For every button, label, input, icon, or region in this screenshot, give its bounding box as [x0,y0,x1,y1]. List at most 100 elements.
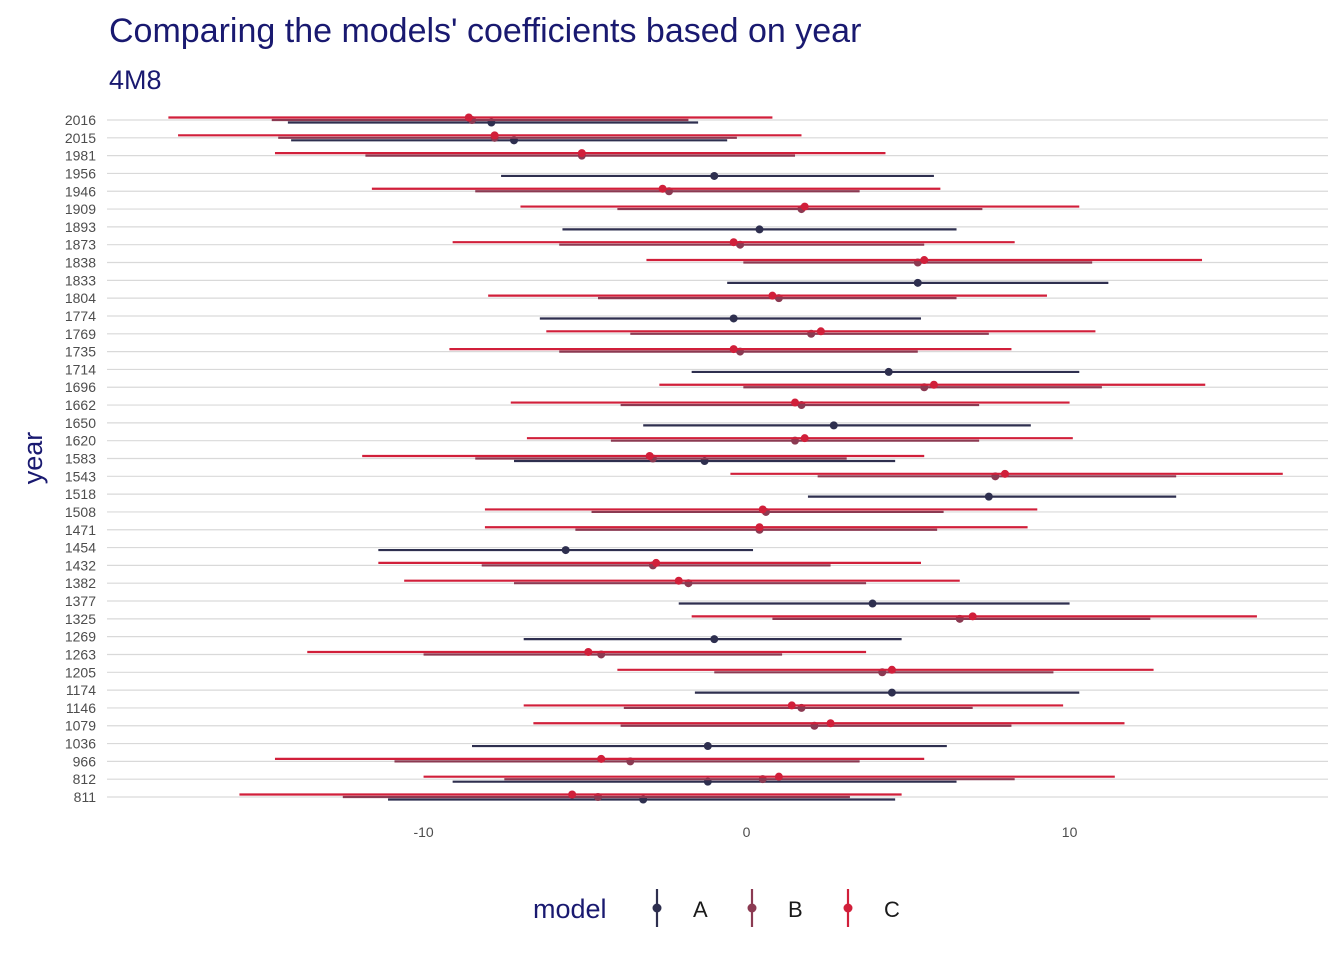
y-tick-1714: 1714 [65,361,96,377]
legend-label-A: A [693,897,708,922]
y-tick-1735: 1735 [65,344,96,360]
y-tick-1662: 1662 [65,397,96,413]
point-C-1325 [968,612,977,621]
y-tick-1873: 1873 [65,237,96,253]
series-layer [168,113,1283,804]
point-C-2016 [464,113,473,122]
point-A-1518 [984,492,993,501]
y-tick-1205: 1205 [65,664,96,680]
point-C-1909 [800,202,809,211]
point-C-1804 [768,291,777,300]
point-C-1543 [1000,469,1009,478]
point-C-1146 [787,701,796,710]
y-tick-1620: 1620 [65,433,96,449]
y-tick-1838: 1838 [65,255,96,271]
y-tick-1583: 1583 [65,451,96,467]
point-C-1079 [826,719,835,728]
y-tick-2015: 2015 [65,130,96,146]
y-axis-label: year [18,432,48,485]
point-C-812 [774,772,783,781]
legend-label-B: B [788,897,803,922]
y-tick-1774: 1774 [65,308,96,324]
y-tick-1079: 1079 [65,718,96,734]
y-tick-2016: 2016 [65,112,96,128]
chart-title: Comparing the models' coefficients based… [109,12,861,50]
y-tick-1956: 1956 [65,165,96,181]
legend-key-point-C [843,903,853,913]
y-tick-811: 811 [74,789,97,805]
point-A-1036 [703,742,712,751]
point-A-1174 [887,688,896,697]
point-A-1893 [755,225,764,234]
y-tick-1650: 1650 [65,415,96,431]
point-A-1833 [913,278,922,287]
point-A-1377 [868,599,877,608]
x-tick-10: 10 [1062,824,1078,840]
x-tick--10: -10 [413,824,433,840]
legend-label-C: C [884,897,900,922]
legend-keys: A B C [652,889,900,927]
y-tick-1508: 1508 [65,504,96,520]
y-tick-1471: 1471 [65,522,96,538]
point-C-1946 [658,184,667,193]
y-tick-1909: 1909 [65,201,96,217]
point-C-1620 [800,434,809,443]
y-tick-1174: 1174 [66,682,96,698]
y-tick-1382: 1382 [65,575,96,591]
y-tick-1146: 1146 [66,700,96,716]
point-A-1956 [710,171,719,180]
series-C [168,113,1283,799]
point-C-1735 [729,345,738,354]
y-tick-1269: 1269 [65,629,96,645]
chart-subtitle: 4M8 [109,65,162,95]
point-C-2015 [490,131,499,140]
point-A-1269 [710,635,719,644]
y-tick-1325: 1325 [65,611,96,627]
y-tick-1518: 1518 [65,486,96,502]
point-A-1714 [884,367,893,376]
y-tick-1696: 1696 [65,379,96,395]
y-tick-1543: 1543 [65,468,96,484]
point-C-811 [568,790,577,799]
point-C-966 [597,754,606,763]
point-C-1662 [791,398,800,407]
y-tick-1833: 1833 [65,272,96,288]
legend-key-point-B [747,903,757,913]
point-C-1432 [652,558,661,567]
y-tick-1377: 1377 [65,593,96,609]
y-tick-1769: 1769 [65,326,96,342]
point-C-1263 [584,647,593,656]
point-C-1769 [816,327,825,336]
point-C-1838 [920,256,929,265]
point-C-1382 [674,576,683,585]
y-tick-1432: 1432 [65,557,96,573]
point-A-1774 [729,314,738,323]
y-tick-1946: 1946 [65,183,96,199]
legend: model A B C [533,889,900,927]
y-tick-812: 812 [73,771,97,787]
y-tick-1263: 1263 [65,646,96,662]
point-A-1650 [829,421,838,430]
y-tick-1036: 1036 [65,736,96,752]
y-tick-1981: 1981 [65,148,96,164]
point-C-1471 [755,523,764,532]
x-tick-labels: -10 0 10 [413,824,1077,840]
y-tick-966: 966 [73,753,97,769]
point-C-1696 [929,380,938,389]
series-A [287,118,1177,804]
point-C-1873 [729,238,738,247]
y-tick-1804: 1804 [65,290,96,306]
legend-key-point-A [652,903,662,913]
point-C-1205 [887,665,896,674]
series-B [271,116,1177,801]
y-tick-1893: 1893 [65,219,96,235]
y-tick-1454: 1454 [65,540,96,556]
point-C-1981 [577,149,586,158]
point-C-1583 [645,452,654,460]
point-C-1508 [758,505,767,514]
legend-title: model [533,894,607,924]
point-A-1454 [561,546,570,555]
x-tick-0: 0 [743,824,751,840]
